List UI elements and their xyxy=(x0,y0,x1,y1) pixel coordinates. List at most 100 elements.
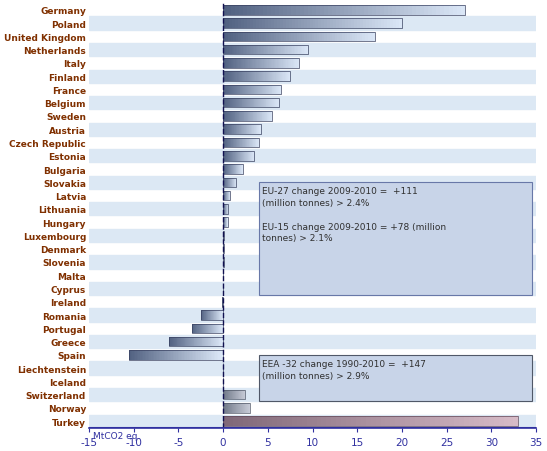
Bar xyxy=(360,6,364,15)
Bar xyxy=(223,46,224,55)
Bar xyxy=(233,59,235,69)
Bar xyxy=(252,72,253,82)
Bar xyxy=(345,19,348,29)
Bar xyxy=(258,72,259,82)
Bar xyxy=(286,46,287,55)
Bar xyxy=(162,350,164,360)
Bar xyxy=(274,72,275,82)
Bar xyxy=(237,125,238,135)
Bar xyxy=(251,32,253,42)
Bar xyxy=(223,72,290,82)
Bar xyxy=(264,32,266,42)
Bar xyxy=(235,19,238,29)
Bar xyxy=(227,112,228,121)
Bar xyxy=(366,416,371,426)
Bar xyxy=(254,138,255,148)
Bar xyxy=(274,32,276,42)
Bar xyxy=(170,337,171,346)
Bar xyxy=(378,19,381,29)
Bar xyxy=(165,350,167,360)
Bar xyxy=(474,416,479,426)
Bar xyxy=(445,416,450,426)
Bar xyxy=(381,19,384,29)
Bar xyxy=(235,85,236,95)
Bar xyxy=(322,32,324,42)
Bar xyxy=(283,72,284,82)
Bar xyxy=(289,32,292,42)
Bar xyxy=(335,32,337,42)
Bar xyxy=(216,337,217,346)
Bar xyxy=(250,112,251,121)
Bar xyxy=(514,416,519,426)
Bar xyxy=(176,350,178,360)
Bar xyxy=(225,32,228,42)
Bar xyxy=(233,112,234,121)
Bar xyxy=(346,416,351,426)
Bar xyxy=(489,416,494,426)
Bar xyxy=(266,112,267,121)
Bar xyxy=(229,85,230,95)
Bar xyxy=(254,125,255,135)
Bar xyxy=(220,337,221,346)
Bar xyxy=(271,46,272,55)
Bar xyxy=(137,350,138,360)
Bar xyxy=(271,99,272,108)
Bar xyxy=(159,350,160,360)
Bar xyxy=(258,99,259,108)
Bar xyxy=(238,72,240,82)
Bar xyxy=(170,350,171,360)
Bar xyxy=(298,59,299,69)
Bar xyxy=(372,19,375,29)
Bar xyxy=(259,6,263,15)
Bar xyxy=(315,32,317,42)
Bar xyxy=(435,416,440,426)
Bar xyxy=(259,32,261,42)
Bar xyxy=(289,46,291,55)
Bar xyxy=(372,6,376,15)
Bar xyxy=(281,32,284,42)
Bar xyxy=(279,32,281,42)
Bar xyxy=(232,72,233,82)
Bar xyxy=(263,59,264,69)
Bar xyxy=(223,125,260,135)
Bar xyxy=(227,138,228,148)
Bar xyxy=(302,46,304,55)
Bar xyxy=(257,112,258,121)
Bar xyxy=(450,416,455,426)
Bar xyxy=(259,112,260,121)
Bar xyxy=(223,19,226,29)
Bar xyxy=(299,32,301,42)
Bar xyxy=(336,6,340,15)
Bar xyxy=(237,99,238,108)
Bar xyxy=(296,59,298,69)
Bar xyxy=(208,337,209,346)
Bar xyxy=(223,125,224,135)
Bar xyxy=(284,59,285,69)
Bar xyxy=(176,337,177,346)
Bar xyxy=(248,138,249,148)
Bar xyxy=(223,6,227,15)
Bar xyxy=(304,6,307,15)
Bar xyxy=(203,350,204,360)
Bar xyxy=(232,112,233,121)
Bar xyxy=(248,59,249,69)
Bar xyxy=(285,59,287,69)
Bar xyxy=(256,59,257,69)
Bar xyxy=(260,59,261,69)
Bar xyxy=(415,416,420,426)
Bar xyxy=(230,125,231,135)
Bar xyxy=(345,32,347,42)
Bar xyxy=(286,19,289,29)
Bar xyxy=(236,72,237,82)
Bar xyxy=(440,416,445,426)
Bar xyxy=(223,165,243,175)
Bar xyxy=(89,203,536,216)
Bar xyxy=(287,32,289,42)
Bar xyxy=(289,72,290,82)
Bar xyxy=(399,19,402,29)
Bar xyxy=(347,32,350,42)
Bar xyxy=(286,72,287,82)
Bar xyxy=(224,72,225,82)
Bar xyxy=(268,72,269,82)
FancyBboxPatch shape xyxy=(259,183,532,295)
